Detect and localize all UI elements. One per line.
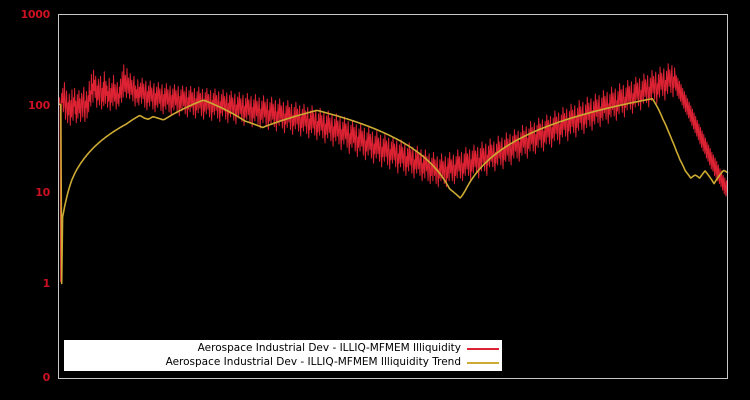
ytick-label-100: 100	[27, 99, 50, 112]
legend-line-illiquidity	[467, 342, 501, 354]
chart-legend: Aerospace Industrial Dev - ILLIQ-MFMEM I…	[64, 340, 502, 371]
series-line-illiquidity-trend	[58, 97, 729, 285]
axes-frame	[58, 14, 728, 379]
legend-label-illiquidity-trend: Aerospace Industrial Dev - ILLIQ-MFMEM I…	[165, 356, 461, 368]
series-line-illiquidity	[58, 63, 728, 283]
legend-label-illiquidity: Aerospace Industrial Dev - ILLIQ-MFMEM I…	[197, 342, 461, 354]
ytick-label-1: 1	[42, 277, 51, 290]
ytick-label-1000: 1000	[20, 8, 51, 21]
legend-line-illiquidity-trend	[467, 356, 501, 368]
legend-item-illiquidity[interactable]: Aerospace Industrial Dev - ILLIQ-MFMEM I…	[65, 341, 501, 355]
series-group	[58, 63, 729, 285]
ytick-label-0: 0	[42, 371, 51, 384]
ytick-label-10: 10	[35, 186, 50, 199]
legend-item-illiquidity-trend[interactable]: Aerospace Industrial Dev - ILLIQ-MFMEM I…	[65, 355, 501, 369]
